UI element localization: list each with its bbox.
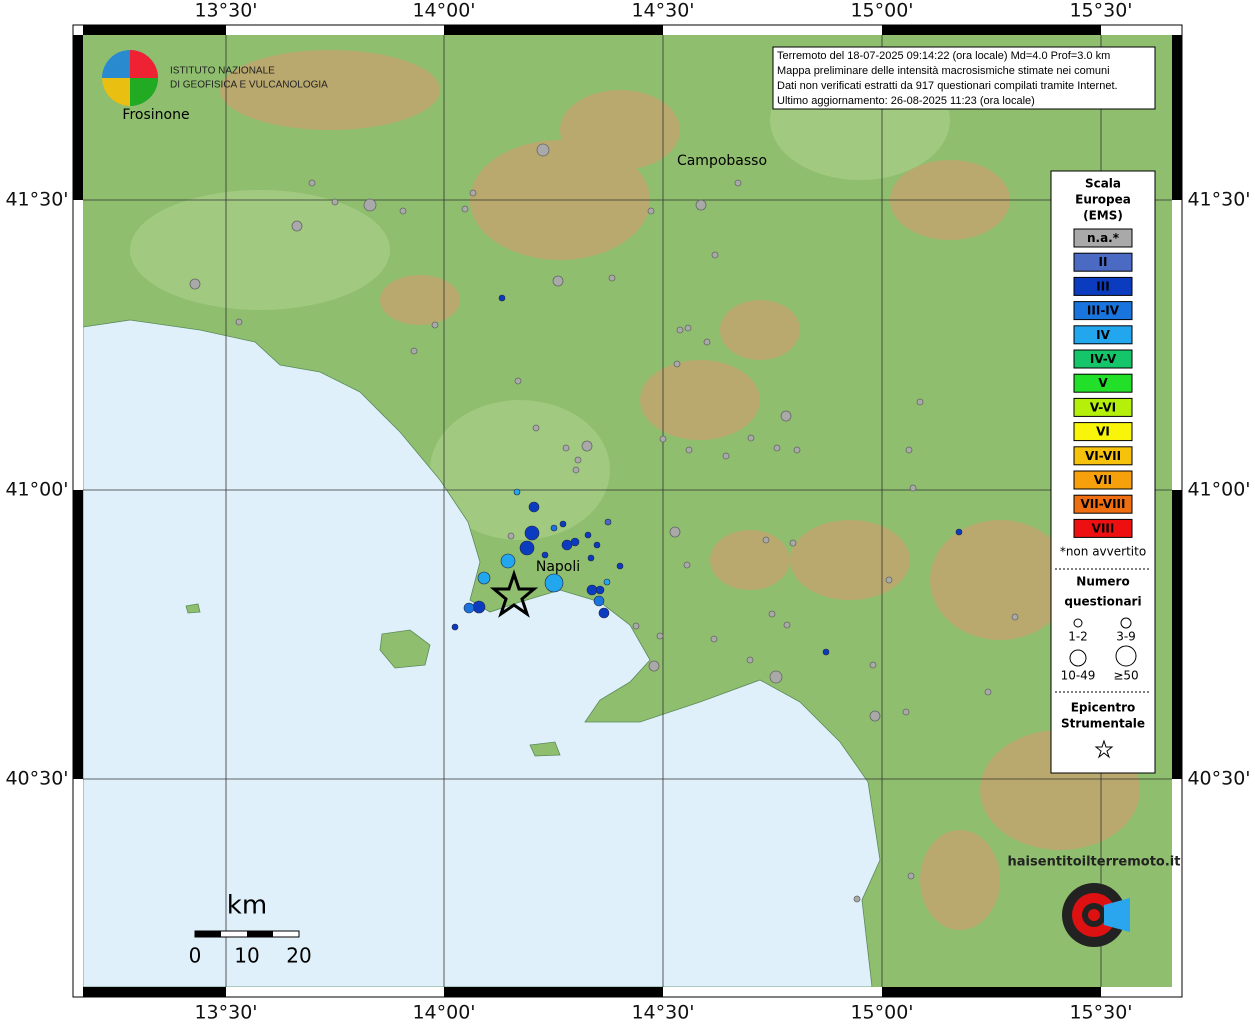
legend-swatch bbox=[1073, 373, 1133, 393]
legend-swatch bbox=[1073, 470, 1133, 490]
site-logo bbox=[1062, 883, 1130, 947]
lat-label: 40°30' bbox=[1187, 768, 1250, 790]
scale-label: 20 bbox=[286, 944, 311, 968]
legend-title: Epicentro bbox=[1071, 701, 1136, 715]
size-symbol bbox=[1069, 649, 1087, 667]
legend-swatch bbox=[1073, 276, 1133, 296]
logo-text: ISTITUTO NAZIONALE bbox=[170, 66, 275, 77]
lat-label: 41°30' bbox=[1187, 189, 1250, 211]
legend-title: Numero bbox=[1076, 575, 1129, 589]
lon-label: 13°30' bbox=[194, 1002, 257, 1024]
legend-swatch bbox=[1073, 446, 1133, 466]
legend-swatch bbox=[1073, 252, 1133, 272]
scale-unit: km bbox=[227, 891, 267, 921]
legend-title: Strumentale bbox=[1061, 717, 1145, 731]
legend-note: *non avvertito bbox=[1060, 545, 1146, 559]
legend-swatch bbox=[1073, 422, 1133, 442]
lon-label: 14°00' bbox=[412, 1002, 475, 1024]
header-line: Dati non verificati estratti da 917 ques… bbox=[777, 80, 1118, 92]
lon-label: 14°30' bbox=[631, 1002, 694, 1024]
legend-title: Scala bbox=[1085, 177, 1121, 191]
legend-label: VII bbox=[1094, 473, 1112, 487]
header-line: Ultimo aggiornamento: 26-08-2025 11:23 (… bbox=[777, 95, 1035, 107]
lon-label: 15°00' bbox=[850, 1002, 913, 1024]
lon-label: 15°00' bbox=[850, 0, 913, 22]
legend-swatch bbox=[1073, 301, 1133, 321]
legend-label: VIII bbox=[1092, 521, 1115, 535]
city-label: Napoli bbox=[536, 559, 580, 575]
scale-bar bbox=[194, 930, 300, 938]
gray-points bbox=[189, 143, 1073, 903]
intensity-points bbox=[451, 294, 963, 656]
border-ticks bbox=[73, 25, 1182, 997]
legend-swatch bbox=[1073, 397, 1133, 417]
legend-label: IV bbox=[1096, 328, 1110, 342]
size-label: 10-49 bbox=[1061, 669, 1096, 683]
site-name: haisentitoilterremoto.it bbox=[1008, 855, 1181, 870]
labels: Terremoto del 18-07-2025 09:14:22 (ora l… bbox=[122, 46, 1181, 968]
legend-label: V bbox=[1098, 376, 1108, 390]
map-area bbox=[83, 35, 1172, 987]
legend-label: VI-VII bbox=[1085, 449, 1121, 463]
logo-text: DI GEOFISICA E VULCANOLOGIA bbox=[170, 80, 328, 91]
size-symbol bbox=[1073, 618, 1083, 628]
lat-label: 40°30' bbox=[5, 768, 68, 790]
size-symbol bbox=[1120, 617, 1132, 629]
legend-label: n.a.* bbox=[1087, 231, 1120, 245]
legend-label: III bbox=[1096, 279, 1109, 293]
legend-label: V-VI bbox=[1090, 400, 1116, 414]
epicenter-symbol bbox=[1094, 739, 1114, 759]
lon-label: 13°30' bbox=[194, 0, 257, 22]
scale-label: 0 bbox=[189, 944, 202, 968]
lat-label: 41°00' bbox=[1187, 479, 1250, 501]
scale-label: 10 bbox=[234, 944, 259, 968]
lon-label: 14°00' bbox=[412, 0, 475, 22]
legend-label: III-IV bbox=[1087, 304, 1120, 318]
lat-label: 41°00' bbox=[5, 479, 68, 501]
legend-label: VI bbox=[1096, 425, 1110, 439]
legend-swatch bbox=[1073, 228, 1133, 248]
legend-swatch bbox=[1073, 325, 1133, 345]
size-label: ≥50 bbox=[1113, 669, 1138, 683]
islands bbox=[185, 603, 561, 757]
city-label: Campobasso bbox=[677, 153, 767, 169]
epicenter bbox=[489, 569, 539, 618]
legend-title: (EMS) bbox=[1083, 209, 1123, 223]
size-label: 1-2 bbox=[1068, 630, 1088, 644]
lon-label: 15°30' bbox=[1069, 1002, 1132, 1024]
legend-title: Europea bbox=[1075, 193, 1131, 207]
lon-label: 15°30' bbox=[1069, 0, 1132, 22]
size-label: 3-9 bbox=[1116, 630, 1136, 644]
legend-label: VII-VIII bbox=[1080, 497, 1125, 511]
legend-swatch bbox=[1073, 494, 1133, 514]
legend-label: IV-V bbox=[1090, 352, 1117, 366]
header-line: Mappa preliminare delle intensità macros… bbox=[777, 65, 1110, 77]
legend-title: questionari bbox=[1064, 595, 1141, 609]
header-line: Terremoto del 18-07-2025 09:14:22 (ora l… bbox=[777, 50, 1110, 62]
lat-label: 41°30' bbox=[5, 189, 68, 211]
legend-swatch bbox=[1073, 349, 1133, 369]
lon-label: 14°30' bbox=[631, 0, 694, 22]
sea bbox=[83, 319, 881, 987]
header-box bbox=[772, 46, 1156, 110]
legend-swatch bbox=[1073, 518, 1133, 538]
city-label: Frosinone bbox=[122, 107, 189, 123]
legend-label: II bbox=[1099, 255, 1108, 269]
size-symbol bbox=[1115, 645, 1137, 667]
ingv-logo bbox=[102, 50, 158, 106]
